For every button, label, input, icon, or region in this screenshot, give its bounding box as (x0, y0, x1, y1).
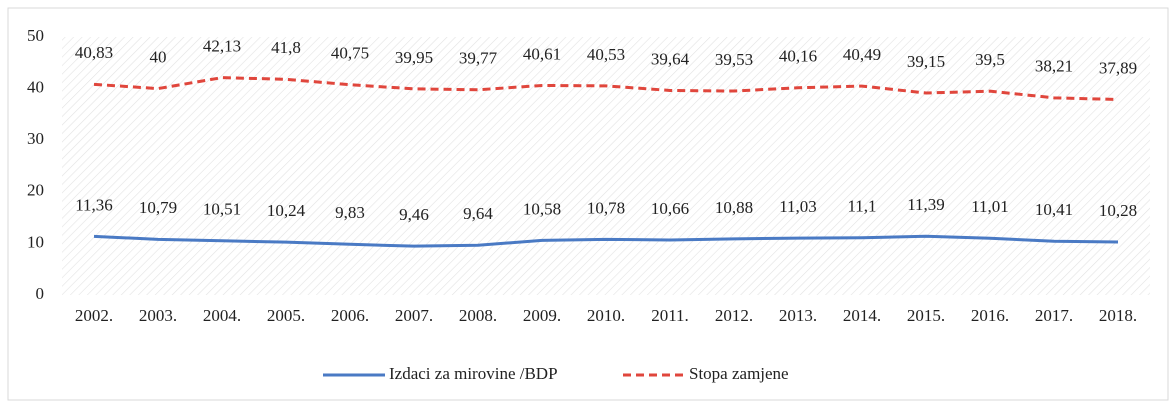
data-label: 10,28 (1099, 201, 1137, 220)
x-tick-label: 2018. (1099, 306, 1137, 325)
data-label: 10,78 (587, 198, 625, 217)
x-tick-label: 2010. (587, 306, 625, 325)
data-label: 39,95 (395, 48, 433, 67)
y-tick-label: 40 (27, 78, 44, 97)
x-tick-label: 2016. (971, 306, 1009, 325)
data-label: 11,36 (75, 195, 113, 214)
legend-label: Stopa zamjene (689, 364, 789, 383)
data-label: 10,24 (267, 201, 306, 220)
data-label: 9,83 (335, 203, 365, 222)
x-tick-label: 2017. (1035, 306, 1073, 325)
x-tick-label: 2007. (395, 306, 433, 325)
y-tick-label: 30 (27, 129, 44, 148)
data-label: 11,03 (779, 197, 817, 216)
data-label: 41,8 (271, 38, 301, 57)
x-tick-label: 2015. (907, 306, 945, 325)
x-tick-label: 2004. (203, 306, 241, 325)
x-tick-label: 2008. (459, 306, 497, 325)
data-label: 40,83 (75, 43, 113, 62)
data-label: 40,61 (523, 44, 561, 63)
data-label: 39,5 (975, 50, 1005, 69)
data-label: 39,64 (651, 49, 690, 68)
x-tick-label: 2006. (331, 306, 369, 325)
x-tick-label: 2012. (715, 306, 753, 325)
data-label: 9,64 (463, 204, 493, 223)
data-label: 39,15 (907, 52, 945, 71)
y-tick-label: 0 (36, 284, 45, 303)
x-tick-label: 2014. (843, 306, 881, 325)
data-label: 10,79 (139, 198, 177, 217)
data-label: 40 (150, 48, 167, 67)
data-label: 10,51 (203, 200, 241, 219)
plot-area (62, 37, 1150, 295)
data-label: 11,1 (847, 197, 876, 216)
legend-label: Izdaci za mirovine /BDP (389, 364, 558, 383)
data-label: 11,01 (971, 197, 1009, 216)
data-label: 10,41 (1035, 200, 1073, 219)
y-tick-label: 10 (27, 232, 44, 251)
y-tick-label: 20 (27, 181, 44, 200)
x-tick-label: 2013. (779, 306, 817, 325)
data-label: 10,58 (523, 199, 561, 218)
data-label: 38,21 (1035, 57, 1073, 76)
data-label: 40,49 (843, 45, 881, 64)
x-tick-label: 2011. (651, 306, 689, 325)
data-label: 11,39 (907, 195, 945, 214)
data-label: 10,88 (715, 198, 753, 217)
data-label: 40,75 (331, 44, 369, 63)
x-tick-label: 2009. (523, 306, 561, 325)
series-line (93, 76, 1119, 101)
data-label: 40,53 (587, 45, 625, 64)
data-label: 40,16 (779, 47, 817, 66)
data-label: 42,13 (203, 37, 241, 56)
x-tick-label: 2005. (267, 306, 305, 325)
x-tick-label: 2003. (139, 306, 177, 325)
data-label: 10,66 (651, 199, 689, 218)
y-tick-label: 50 (27, 26, 44, 45)
data-label: 39,77 (459, 49, 498, 68)
data-label: 37,89 (1099, 58, 1137, 77)
data-label: 9,46 (399, 205, 429, 224)
x-tick-label: 2002. (75, 306, 113, 325)
series-line (93, 234, 1119, 248)
data-label: 39,53 (715, 50, 753, 69)
